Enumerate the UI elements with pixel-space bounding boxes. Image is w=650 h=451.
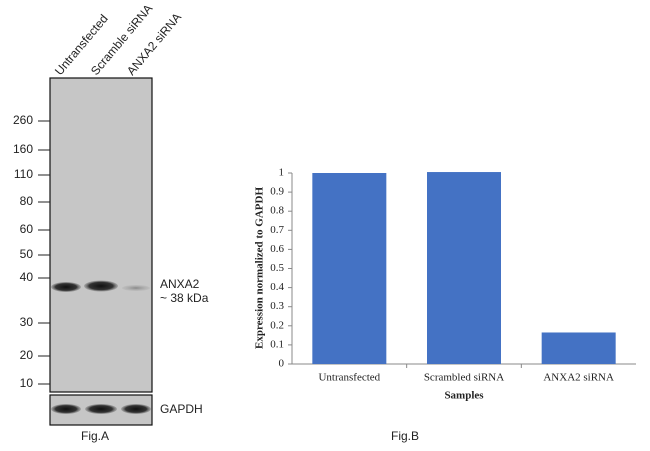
x-tick-label: ANXA2 siRNA xyxy=(543,372,614,384)
marker-label: 30 xyxy=(20,315,34,329)
y-tick-label: 0.8 xyxy=(270,205,284,217)
y-tick-label: 0.2 xyxy=(270,319,284,331)
y-tick-label: 1 xyxy=(279,167,285,179)
bar xyxy=(312,173,387,364)
blot-band xyxy=(51,282,81,292)
gapdh-band xyxy=(85,404,117,414)
y-tick-label: 0.3 xyxy=(270,300,284,312)
bar xyxy=(427,172,501,364)
x-tick-label: Scrambled siRNA xyxy=(424,372,504,384)
band-size: ~ 38 kDa xyxy=(160,291,209,305)
y-tick-label: 0 xyxy=(279,358,285,370)
y-tick-label: 0.5 xyxy=(270,262,284,274)
marker-label: 50 xyxy=(20,247,34,261)
blot-panel xyxy=(49,77,153,393)
marker-label: 60 xyxy=(20,222,34,236)
y-tick-label: 0.7 xyxy=(270,224,284,236)
caption: Fig.A xyxy=(81,429,109,443)
marker-label: 260 xyxy=(13,113,33,127)
marker-label: 40 xyxy=(20,270,34,284)
y-tick-label: 0.6 xyxy=(270,243,284,255)
y-tick-label: 0.4 xyxy=(270,281,284,293)
bar xyxy=(541,332,616,364)
marker-label: 80 xyxy=(20,194,34,208)
blot-band xyxy=(122,285,150,291)
gapdh-band xyxy=(51,404,81,414)
gapdh-band xyxy=(121,404,151,414)
y-axis-title: Expression normalized to GAPDH xyxy=(254,187,266,349)
blot-band xyxy=(84,280,118,292)
y-tick-label: 0.1 xyxy=(270,338,284,350)
y-tick-label: 0.9 xyxy=(270,186,284,198)
x-tick-label: Untransfected xyxy=(318,372,380,384)
band-label: ANXA2 xyxy=(160,277,200,291)
gapdh-label: GAPDH xyxy=(160,402,203,416)
x-axis-title: Samples xyxy=(444,390,484,402)
caption: Fig.B xyxy=(391,429,419,443)
marker-label: 110 xyxy=(14,167,33,181)
marker-label: 10 xyxy=(20,376,34,390)
marker-label: 20 xyxy=(20,348,34,362)
marker-label: 160 xyxy=(13,142,33,156)
